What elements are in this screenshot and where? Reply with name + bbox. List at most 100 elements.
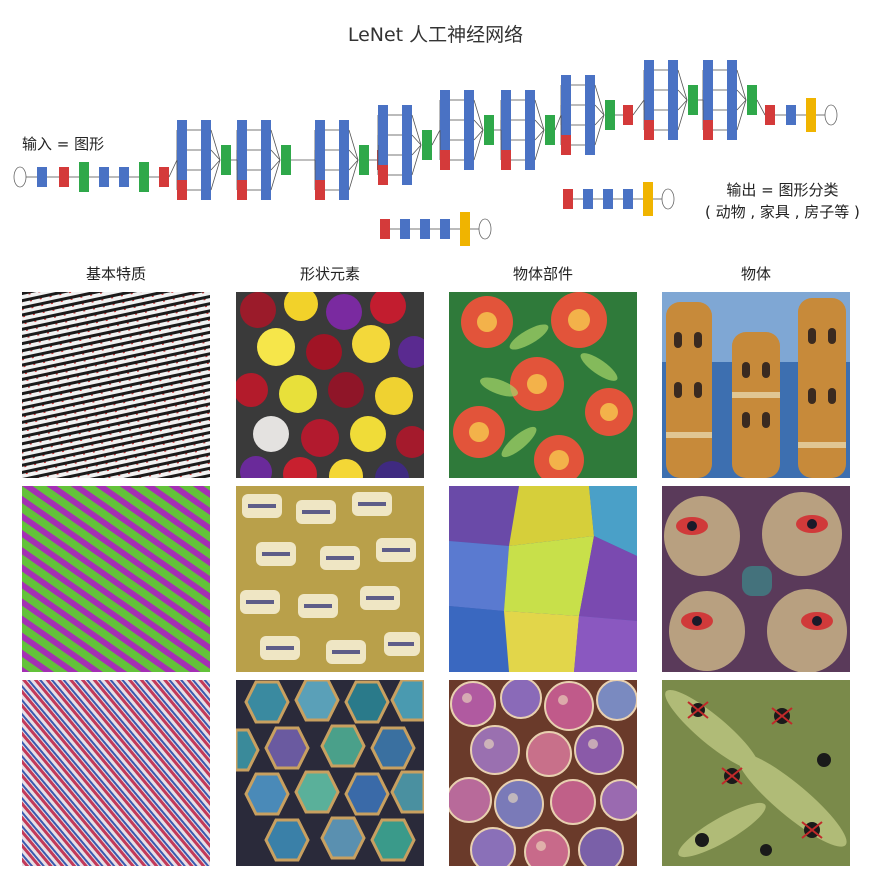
texture-fabric-pockets xyxy=(449,486,637,672)
texture-green-magenta-stripes xyxy=(22,486,210,672)
diagram-edge xyxy=(411,134,422,146)
pool-block xyxy=(644,120,654,140)
conv-block xyxy=(261,160,271,180)
conv-block xyxy=(525,110,535,130)
conv-block xyxy=(561,115,571,135)
texture-buildings xyxy=(662,292,850,478)
diagram-edge xyxy=(411,144,422,156)
conv-block xyxy=(440,110,450,130)
io-node xyxy=(824,104,838,126)
diagram-edge xyxy=(534,129,545,141)
diagram-edge xyxy=(594,114,605,126)
conv-block xyxy=(201,180,211,200)
output-label-line2: ( 动物 , 家具 , 房子等 ) xyxy=(705,203,860,221)
conv-block xyxy=(464,90,474,110)
io-node xyxy=(661,188,675,210)
pool-block xyxy=(237,180,247,200)
diagram-edge xyxy=(632,99,645,116)
conv-block xyxy=(315,140,325,160)
io-node xyxy=(478,218,492,240)
column-title-objects: 物体 xyxy=(740,265,771,283)
diagram-edge xyxy=(473,129,484,141)
conv-block xyxy=(668,80,678,100)
conv-block xyxy=(315,160,325,180)
diagram-edge xyxy=(594,104,605,116)
diagram-edge xyxy=(411,114,422,146)
diagram-edge xyxy=(594,114,605,146)
conv-block xyxy=(237,160,247,180)
conv-block xyxy=(402,105,412,125)
conv-block xyxy=(201,140,211,160)
conv-block xyxy=(644,100,654,120)
pool-block xyxy=(440,150,450,170)
texture-bubbles xyxy=(449,680,637,866)
column-title-shape-elements: 形状元素 xyxy=(299,265,360,283)
conv-block xyxy=(339,120,349,140)
conv-block xyxy=(378,145,388,165)
diagram-edge xyxy=(534,119,545,131)
diagram-edge xyxy=(270,149,281,161)
conv-block xyxy=(37,167,47,187)
pool-block xyxy=(703,120,713,140)
texture-flowers xyxy=(449,292,637,478)
concat-block xyxy=(139,162,149,192)
conv-block xyxy=(501,90,511,110)
diagram-edge xyxy=(677,69,688,101)
diagram-edge xyxy=(736,89,747,101)
texture-fuzzy-balls xyxy=(236,292,424,478)
conv-block xyxy=(727,80,737,100)
conv-block xyxy=(339,160,349,180)
conv-block xyxy=(727,100,737,120)
conv-block xyxy=(400,219,410,239)
diagram-edge xyxy=(210,149,221,161)
io-node xyxy=(13,166,27,188)
conv-block xyxy=(583,189,593,209)
conv-block xyxy=(440,90,450,110)
conv-block xyxy=(201,160,211,180)
conv-block xyxy=(603,189,613,209)
conv-block xyxy=(561,95,571,115)
input-label: 输入 = 图形 xyxy=(22,135,105,153)
diagram-edge xyxy=(756,99,766,116)
diagram-edge xyxy=(210,129,221,161)
pool-block xyxy=(561,135,571,155)
pool-block xyxy=(501,150,511,170)
pool-block xyxy=(177,180,187,200)
column-title-object-parts: 物体部件 xyxy=(512,265,573,283)
diagram-edge xyxy=(534,129,545,161)
diagram-edge xyxy=(677,89,688,101)
conv-block xyxy=(201,120,211,140)
conv-block xyxy=(177,140,187,160)
diagram-edge xyxy=(736,99,747,131)
conv-block xyxy=(99,167,109,187)
conv-block xyxy=(177,160,187,180)
softmax-block xyxy=(806,98,816,132)
concat-block xyxy=(221,145,231,175)
conv-block xyxy=(644,80,654,100)
conv-block xyxy=(420,219,430,239)
conv-block xyxy=(727,60,737,80)
concat-block xyxy=(545,115,555,145)
diagram-edge xyxy=(168,159,178,178)
pool-block xyxy=(765,105,775,125)
conv-block xyxy=(623,189,633,209)
diagram-edge xyxy=(270,129,281,161)
network-diagram xyxy=(13,60,838,246)
conv-block xyxy=(261,140,271,160)
softmax-block xyxy=(643,182,653,216)
conv-block xyxy=(440,130,450,150)
conv-block xyxy=(464,130,474,150)
conv-block xyxy=(339,180,349,200)
texture-red-blue-stripes xyxy=(22,680,210,866)
pool-block xyxy=(315,180,325,200)
conv-block xyxy=(261,120,271,140)
diagram-edge xyxy=(554,114,562,131)
diagram-edge xyxy=(736,99,747,111)
conv-block xyxy=(703,100,713,120)
diagram-edge xyxy=(431,129,441,146)
conv-block xyxy=(525,90,535,110)
softmax-block xyxy=(460,212,470,246)
conv-block xyxy=(644,60,654,80)
diagram-edge xyxy=(210,159,221,191)
texture-bw-stripes xyxy=(22,292,210,478)
